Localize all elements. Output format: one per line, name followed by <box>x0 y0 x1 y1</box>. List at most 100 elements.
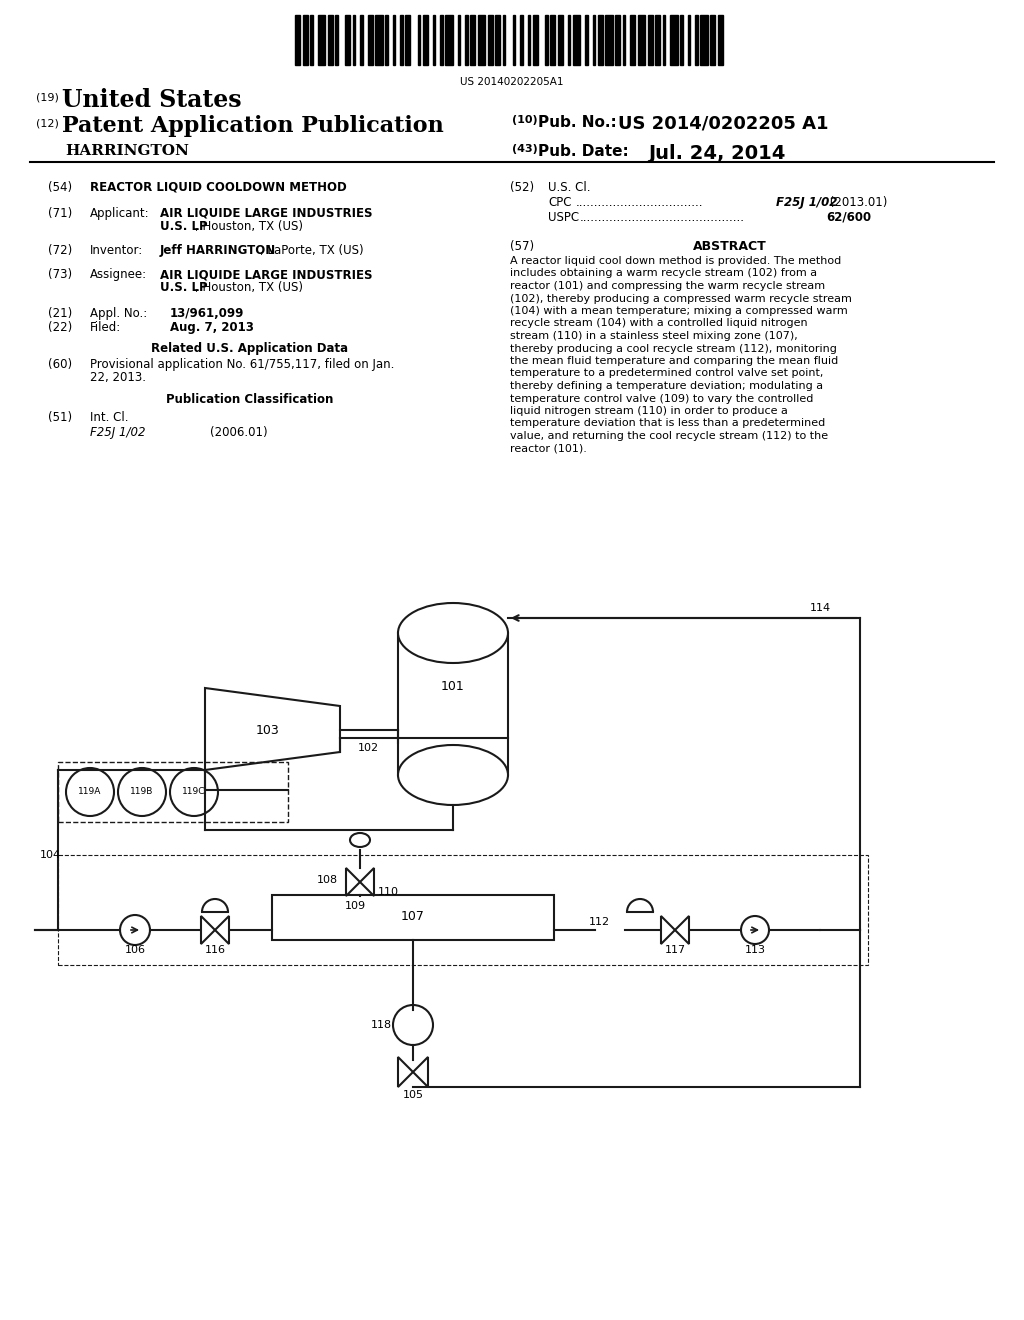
Text: Publication Classification: Publication Classification <box>166 393 334 407</box>
Text: ............................................: ........................................… <box>580 211 745 224</box>
Text: Jul. 24, 2014: Jul. 24, 2014 <box>648 144 785 162</box>
Text: US 20140202205A1: US 20140202205A1 <box>460 77 564 87</box>
Text: 114: 114 <box>809 603 830 612</box>
Bar <box>368 15 373 65</box>
Bar <box>360 15 362 65</box>
Bar <box>638 15 645 65</box>
Bar <box>545 15 548 65</box>
Bar <box>445 15 453 65</box>
Text: Pub. No.:: Pub. No.: <box>538 115 616 129</box>
Text: , LaPorte, TX (US): , LaPorte, TX (US) <box>260 244 364 257</box>
Text: liquid nitrogen stream (110) in order to produce a: liquid nitrogen stream (110) in order to… <box>510 407 787 416</box>
Bar <box>695 15 697 65</box>
Text: stream (110) in a stainless steel mixing zone (107),: stream (110) in a stainless steel mixing… <box>510 331 798 341</box>
Text: (57): (57) <box>510 240 535 253</box>
Text: United States: United States <box>62 88 242 112</box>
Bar <box>352 15 355 65</box>
Bar <box>335 15 338 65</box>
Bar <box>465 15 468 65</box>
Circle shape <box>120 915 150 945</box>
Text: 119C: 119C <box>182 788 206 796</box>
Text: (54): (54) <box>48 181 72 194</box>
Bar <box>557 15 562 65</box>
Text: 22, 2013.: 22, 2013. <box>90 371 146 384</box>
Circle shape <box>66 768 114 816</box>
Bar <box>623 15 625 65</box>
Ellipse shape <box>398 603 508 663</box>
Bar <box>687 15 690 65</box>
Text: F25J 1/02: F25J 1/02 <box>776 195 838 209</box>
Bar <box>655 15 660 65</box>
Circle shape <box>118 768 166 816</box>
Text: (71): (71) <box>48 207 73 220</box>
Text: reactor (101) and compressing the warm recycle stream: reactor (101) and compressing the warm r… <box>510 281 825 290</box>
Text: Pub. Date:: Pub. Date: <box>538 144 629 158</box>
Text: 13/961,099: 13/961,099 <box>170 308 245 319</box>
Bar <box>647 15 652 65</box>
Text: 119B: 119B <box>130 788 154 796</box>
Bar <box>470 15 475 65</box>
Bar <box>345 15 350 65</box>
Bar <box>663 15 665 65</box>
Bar <box>680 15 683 65</box>
Text: 118: 118 <box>371 1020 391 1030</box>
Bar <box>527 15 530 65</box>
Text: 110: 110 <box>378 887 399 898</box>
Polygon shape <box>360 869 374 896</box>
Text: (12): (12) <box>36 117 58 128</box>
Bar <box>375 15 383 65</box>
Text: Int. Cl.: Int. Cl. <box>90 411 128 424</box>
Text: Patent Application Publication: Patent Application Publication <box>62 115 443 137</box>
Text: (72): (72) <box>48 244 73 257</box>
Bar <box>317 15 325 65</box>
Bar <box>385 15 387 65</box>
Polygon shape <box>215 916 229 944</box>
Text: (60): (60) <box>48 358 72 371</box>
Text: the mean fluid temperature and comparing the mean fluid: the mean fluid temperature and comparing… <box>510 356 839 366</box>
Bar <box>718 15 723 65</box>
Bar <box>400 15 402 65</box>
Text: US 2014/0202205 A1: US 2014/0202205 A1 <box>618 115 828 133</box>
Bar <box>572 15 580 65</box>
Bar <box>392 15 395 65</box>
Text: recycle stream (104) with a controlled liquid nitrogen: recycle stream (104) with a controlled l… <box>510 318 808 329</box>
Ellipse shape <box>398 744 508 805</box>
Bar <box>440 15 442 65</box>
Text: value, and returning the cool recycle stream (112) to the: value, and returning the cool recycle st… <box>510 432 828 441</box>
Text: ..................................: .................................. <box>575 195 703 209</box>
Bar <box>532 15 538 65</box>
Text: includes obtaining a warm recycle stream (102) from a: includes obtaining a warm recycle stream… <box>510 268 817 279</box>
Bar <box>310 15 312 65</box>
Polygon shape <box>675 916 689 944</box>
Ellipse shape <box>350 833 370 847</box>
Text: 103: 103 <box>256 723 280 737</box>
Text: 112: 112 <box>589 917 610 927</box>
Text: (21): (21) <box>48 308 73 319</box>
Bar <box>512 15 515 65</box>
Text: 106: 106 <box>125 945 145 954</box>
Text: (102), thereby producing a compressed warm recycle stream: (102), thereby producing a compressed wa… <box>510 293 852 304</box>
Text: 105: 105 <box>402 1090 424 1100</box>
Text: F25J 1/02: F25J 1/02 <box>90 426 145 440</box>
Bar <box>58 762 288 822</box>
Bar <box>295 15 300 65</box>
Text: AIR LIQUIDE LARGE INDUSTRIES: AIR LIQUIDE LARGE INDUSTRIES <box>160 207 373 220</box>
Circle shape <box>741 916 769 944</box>
Text: (10): (10) <box>512 115 538 125</box>
Text: thereby producing a cool recycle stream (112), monitoring: thereby producing a cool recycle stream … <box>510 343 837 354</box>
Text: Provisional application No. 61/755,117, filed on Jan.: Provisional application No. 61/755,117, … <box>90 358 394 371</box>
Text: Aug. 7, 2013: Aug. 7, 2013 <box>170 321 254 334</box>
Text: ABSTRACT: ABSTRACT <box>693 240 767 253</box>
Text: (22): (22) <box>48 321 73 334</box>
Polygon shape <box>205 688 340 770</box>
Text: (43): (43) <box>512 144 538 154</box>
Text: U.S. LP: U.S. LP <box>160 281 208 294</box>
Text: 104: 104 <box>40 850 61 861</box>
Text: (51): (51) <box>48 411 72 424</box>
Text: (2006.01): (2006.01) <box>180 426 267 440</box>
Bar <box>328 15 333 65</box>
Text: , Houston, TX (US): , Houston, TX (US) <box>195 281 303 294</box>
Text: temperature to a predetermined control valve set point,: temperature to a predetermined control v… <box>510 368 823 379</box>
Text: A reactor liquid cool down method is provided. The method: A reactor liquid cool down method is pro… <box>510 256 842 267</box>
Bar <box>423 15 427 65</box>
